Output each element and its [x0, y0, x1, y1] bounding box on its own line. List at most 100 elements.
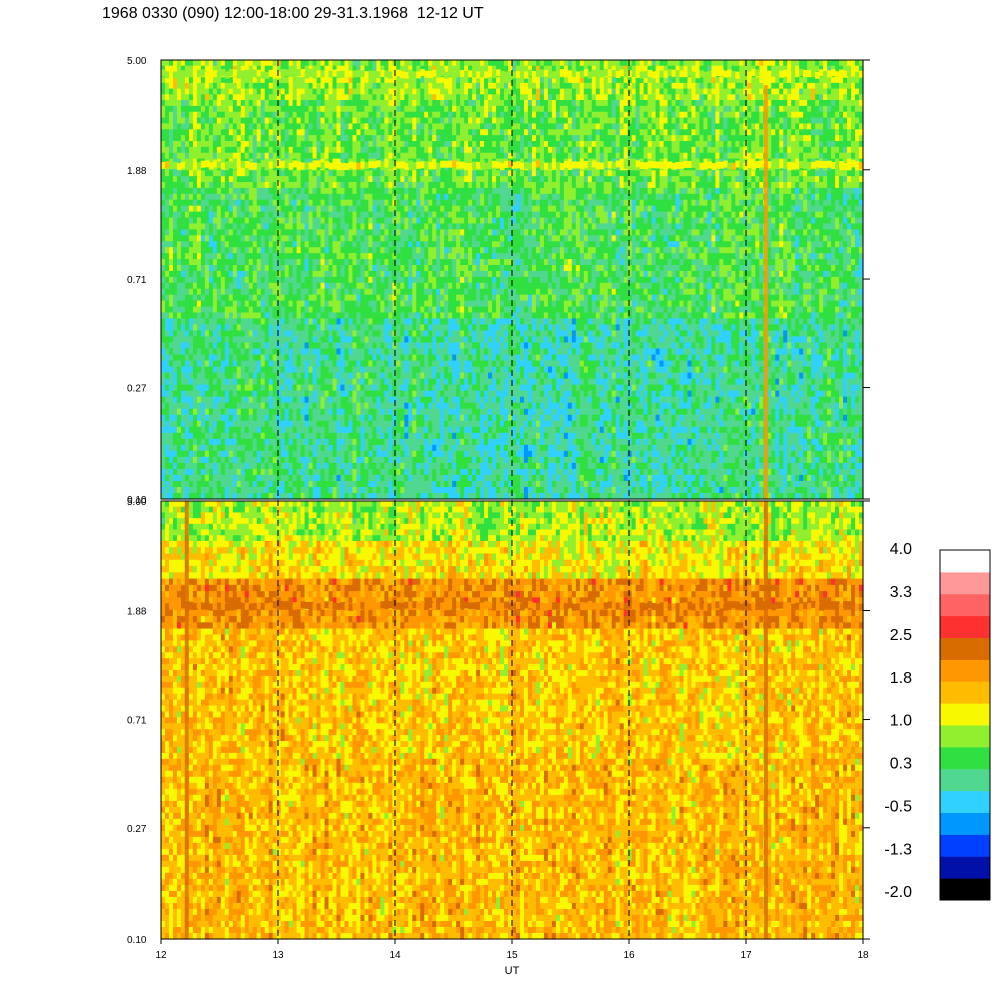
heatmap-cell	[297, 206, 302, 213]
heatmap-cell	[464, 112, 469, 118]
heatmap-cell	[201, 289, 206, 296]
heatmap-cell	[217, 118, 222, 124]
heatmap-cell	[344, 118, 349, 124]
heatmap-cell	[277, 271, 282, 278]
heatmap-cell	[835, 129, 840, 135]
heatmap-cell	[289, 312, 294, 319]
heatmap-cell	[572, 83, 577, 89]
heatmap-cell	[412, 182, 417, 188]
heatmap-cell	[843, 153, 848, 159]
heatmap-cell	[480, 170, 485, 176]
heatmap-cell	[532, 147, 537, 153]
heatmap-cell	[321, 301, 326, 308]
heatmap-cell	[660, 118, 665, 124]
heatmap-cell	[217, 265, 222, 272]
heatmap-cell	[632, 89, 637, 95]
heatmap-cell	[691, 182, 696, 188]
heatmap-cell	[779, 77, 784, 83]
heatmap-cell	[831, 106, 836, 112]
heatmap-cell	[293, 123, 298, 129]
heatmap-cell	[261, 218, 266, 225]
heatmap-cell	[305, 106, 310, 112]
heatmap-cell	[388, 135, 393, 141]
heatmap-cell	[209, 206, 214, 213]
heatmap-cell	[265, 194, 270, 201]
heatmap-cell	[301, 118, 306, 124]
heatmap-cell	[799, 112, 804, 118]
heatmap-cell	[269, 83, 274, 89]
heatmap-cell	[329, 100, 334, 106]
heatmap-cell	[269, 223, 274, 230]
heatmap-cell	[309, 277, 314, 284]
heatmap-cell	[644, 118, 649, 124]
heatmap-cell	[285, 229, 290, 236]
heatmap-cell	[313, 153, 318, 159]
heatmap-cell	[356, 112, 361, 118]
heatmap-cell	[516, 118, 521, 124]
heatmap-cell	[652, 176, 657, 182]
heatmap-cell	[213, 129, 218, 135]
heatmap-cell	[524, 100, 529, 106]
heatmap-cell	[277, 176, 282, 182]
heatmap-cell	[795, 153, 800, 159]
heatmap-cell	[321, 89, 326, 95]
heatmap-cell	[329, 106, 334, 112]
heatmap-cell	[352, 253, 357, 260]
heatmap-cell	[672, 135, 677, 141]
heatmap-cell	[337, 182, 342, 188]
heatmap-cell	[325, 153, 330, 159]
heatmap-cell	[783, 100, 788, 106]
heatmap-cell	[771, 60, 776, 66]
heatmap-cell	[197, 89, 202, 95]
heatmap-cell	[317, 83, 322, 89]
heatmap-cell	[843, 170, 848, 176]
heatmap-cell	[241, 212, 246, 219]
heatmap-cell	[368, 60, 373, 66]
heatmap-cell	[476, 89, 481, 95]
heatmap-cell	[787, 94, 792, 100]
heatmap-cell	[165, 123, 170, 129]
heatmap-cell	[360, 229, 365, 236]
heatmap-cell	[261, 147, 266, 153]
heatmap-cell	[640, 147, 645, 153]
heatmap-cell	[396, 60, 401, 66]
heatmap-cell	[759, 141, 764, 147]
heatmap-cell	[532, 118, 537, 124]
heatmap-cell	[197, 200, 202, 207]
heatmap-cell	[695, 94, 700, 100]
heatmap-cell	[556, 60, 561, 66]
heatmap-cell	[432, 83, 437, 89]
heatmap-cell	[285, 301, 290, 308]
heatmap-cell	[584, 100, 589, 106]
heatmap-cell	[851, 118, 856, 124]
heatmap-cell	[269, 77, 274, 83]
heatmap-cell	[253, 241, 258, 248]
heatmap-cell	[309, 223, 314, 230]
heatmap-cell	[408, 176, 413, 182]
heatmap-cell	[480, 141, 485, 147]
heatmap-cell	[321, 200, 326, 207]
heatmap-cell	[616, 89, 621, 95]
heatmap-cell	[161, 301, 166, 308]
heatmap-cell	[540, 112, 545, 118]
heatmap-cell	[715, 123, 720, 129]
heatmap-cell	[301, 212, 306, 219]
heatmap-cell	[380, 94, 385, 100]
heatmap-cell	[408, 153, 413, 159]
heatmap-cell	[297, 147, 302, 153]
heatmap-cell	[644, 129, 649, 135]
heatmap-cell	[540, 170, 545, 176]
heatmap-cell	[412, 66, 417, 72]
heatmap-cell	[325, 112, 330, 118]
heatmap-cell	[628, 83, 633, 89]
heatmap-cell	[201, 271, 206, 278]
heatmap-cell	[791, 123, 796, 129]
heatmap-cell	[325, 241, 330, 248]
heatmap-cell	[548, 182, 553, 188]
heatmap-cell	[229, 241, 234, 248]
heatmap-cell	[360, 147, 365, 153]
heatmap-cell	[340, 94, 345, 100]
heatmap-cell	[803, 135, 808, 141]
heatmap-cell	[444, 182, 449, 188]
heatmap-cell	[317, 212, 322, 219]
